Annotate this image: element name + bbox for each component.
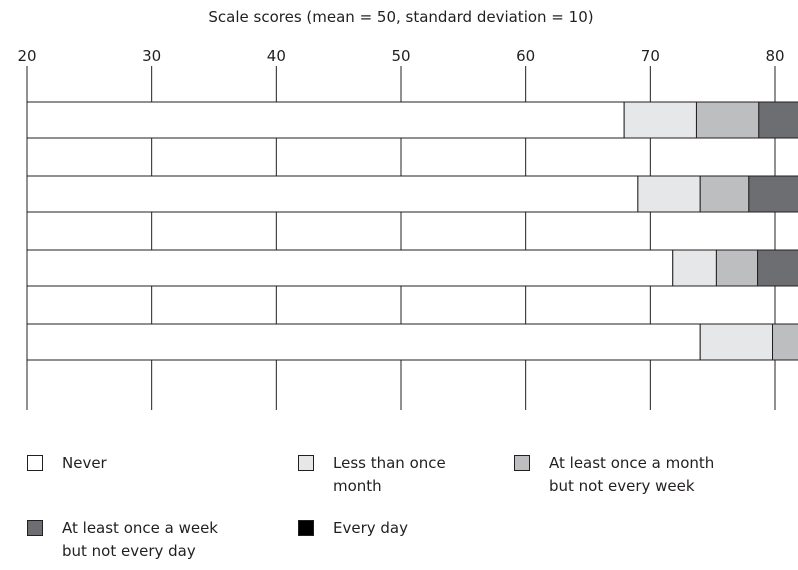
legend-label: Less than once month <box>333 454 446 495</box>
bar-segment <box>637 175 701 213</box>
bar-segment <box>757 249 798 287</box>
legend-swatch <box>298 455 314 471</box>
legend-item: At least once a month but not every week <box>514 452 714 498</box>
bar-segment <box>699 175 750 213</box>
bar-segment <box>26 175 639 213</box>
legend-swatch <box>514 455 530 471</box>
bar-segment <box>748 175 798 213</box>
legend-label: At least once a week but not every day <box>62 519 218 560</box>
x-tick-label: 60 <box>516 47 535 65</box>
legend-swatch <box>27 520 43 536</box>
legend-swatch <box>298 520 314 536</box>
bar-segment <box>623 101 697 139</box>
legend-item: Never <box>27 452 107 475</box>
bar-segment <box>26 101 625 139</box>
bar-segment <box>699 323 774 361</box>
bar-segment <box>26 249 674 287</box>
x-tick-label: 20 <box>17 47 36 65</box>
legend-label: Every day <box>333 519 408 537</box>
bar-segment <box>672 249 717 287</box>
bars <box>26 101 798 361</box>
x-tick-label: 80 <box>765 47 784 65</box>
legend-label: At least once a month but not every week <box>549 454 715 495</box>
chart-title: Scale scores (mean = 50, standard deviat… <box>208 8 593 26</box>
bar-segment <box>758 101 798 139</box>
x-axis-ticks: 20 30 40 50 60 70 80 <box>17 47 784 65</box>
x-tick-label: 70 <box>641 47 660 65</box>
legend-swatch <box>27 455 43 471</box>
bar-segment <box>715 249 759 287</box>
legend-item: Less than once month <box>298 452 446 498</box>
x-tick-label: 50 <box>391 47 410 65</box>
legend-item: At least once a week but not every day <box>27 517 218 563</box>
x-tick-label: 30 <box>142 47 161 65</box>
x-tick-label: 40 <box>267 47 286 65</box>
bar-segment <box>772 323 798 361</box>
legend-label: Never <box>62 454 107 472</box>
bar-segment <box>26 323 701 361</box>
legend-item: Every day <box>298 517 408 540</box>
